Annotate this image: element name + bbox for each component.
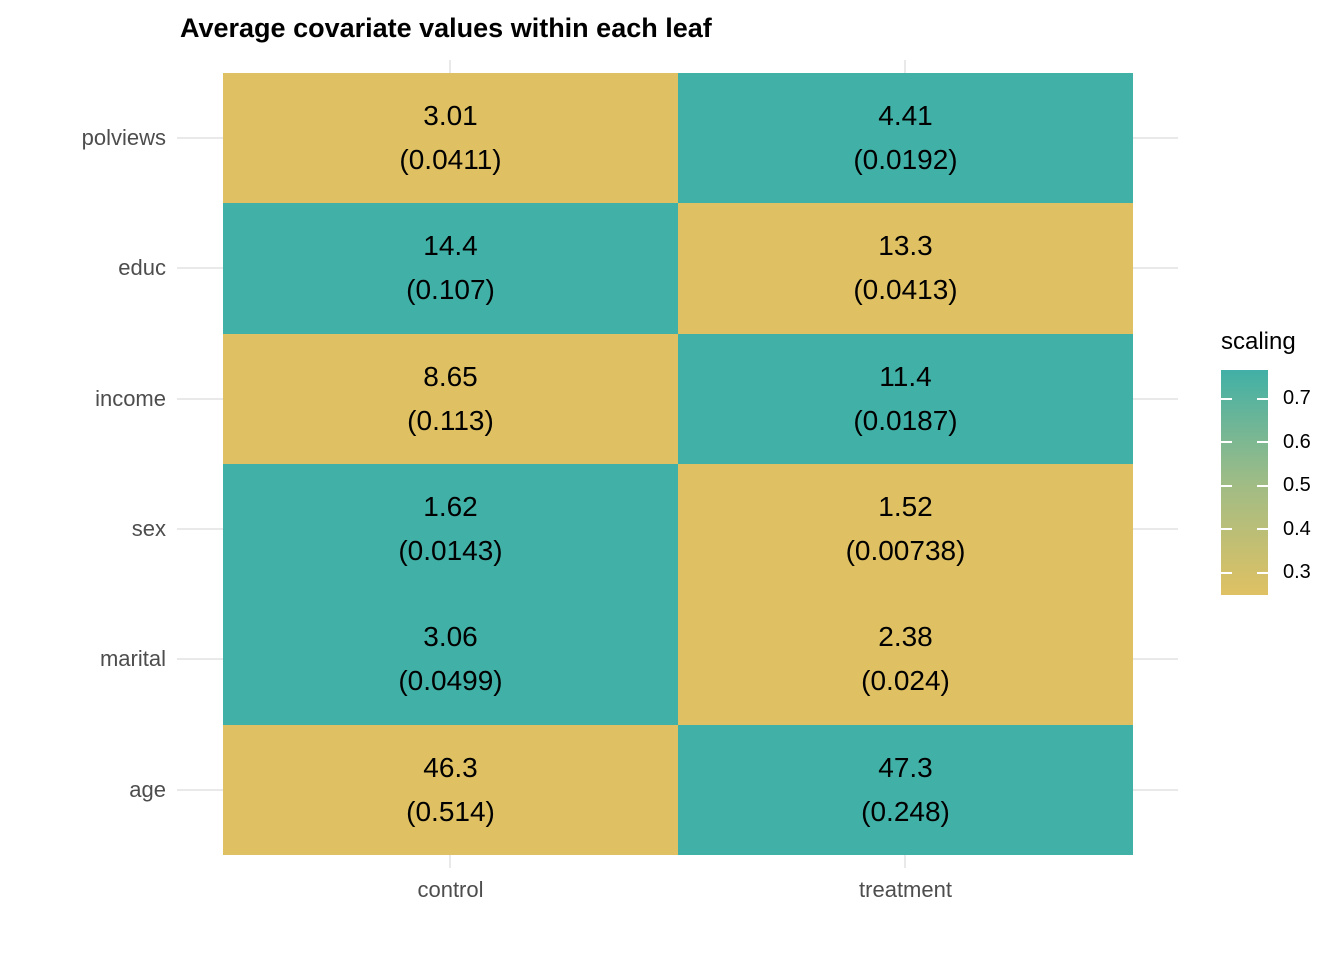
cell-educ-treatment: 13.3 (0.0413) <box>678 203 1133 334</box>
cell-se: (0.0143) <box>398 535 503 567</box>
cell-se: (0.0413) <box>853 274 958 306</box>
legend-label-04: 0.4 <box>1283 517 1311 540</box>
y-axis-labels: polviews educ income sex marital age <box>0 73 166 855</box>
gridline <box>1133 658 1178 661</box>
row-label-age: age <box>129 776 166 802</box>
cell-polviews-treatment: 4.41 (0.0192) <box>678 73 1133 204</box>
row-label-sex: sex <box>131 516 166 542</box>
cell-marital-control: 3.06 (0.0499) <box>223 594 678 725</box>
gridline <box>1133 528 1178 531</box>
legend-tick <box>1221 572 1232 574</box>
row-label-income: income <box>95 385 166 411</box>
gridline <box>177 137 223 140</box>
legend-tick <box>1257 485 1268 487</box>
cell-se: (0.024) <box>861 665 950 697</box>
gridline <box>1133 267 1178 270</box>
gridline <box>177 528 223 531</box>
col-label-control: control <box>417 877 484 902</box>
cell-se: (0.248) <box>861 795 950 827</box>
cell-income-treatment: 11.4 (0.0187) <box>678 333 1133 464</box>
cell-value: 2.38 <box>878 621 933 653</box>
legend-label-03: 0.3 <box>1283 561 1311 583</box>
legend-tick <box>1257 398 1268 400</box>
gridline-stubs-right <box>1133 73 1178 855</box>
cell-educ-control: 14.4 (0.107) <box>223 203 678 334</box>
cell-marital-treatment: 2.38 (0.024) <box>678 594 1133 725</box>
cell-value: 11.4 <box>879 360 932 392</box>
cell-value: 3.06 <box>423 621 478 653</box>
cell-sex-treatment: 1.52 (0.00738) <box>678 463 1133 595</box>
legend-tick <box>1221 485 1232 487</box>
cell-age-treatment: 47.3 (0.248) <box>678 724 1133 855</box>
row-label-educ: educ <box>118 255 166 281</box>
cell-se: (0.0499) <box>398 665 503 697</box>
cell-se: (0.0411) <box>399 144 502 176</box>
row-label-marital: marital <box>99 646 166 672</box>
gridline-top-treatment <box>904 60 906 73</box>
legend-tick <box>1221 528 1232 530</box>
cell-value: 1.52 <box>878 491 933 523</box>
cell-polviews-control: 3.01 (0.0411) <box>223 73 678 204</box>
cell-se: (0.0187) <box>853 404 958 436</box>
cell-income-control: 8.65 (0.113) <box>223 333 678 464</box>
gridline <box>1133 397 1178 400</box>
cell-value: 8.65 <box>423 360 478 392</box>
cell-value: 46.3 <box>423 751 478 783</box>
cell-value: 47.3 <box>878 751 933 783</box>
cell-sex-control: 1.62 (0.0143) <box>223 463 678 595</box>
gridline <box>177 267 223 270</box>
gridline-bottom-control <box>449 855 451 868</box>
legend-tick <box>1257 528 1268 530</box>
legend-tick <box>1257 572 1268 574</box>
cell-se: (0.107) <box>406 274 495 306</box>
cell-se: (0.00738) <box>845 535 966 567</box>
cell-se: (0.0192) <box>853 144 958 176</box>
legend-title: scaling <box>1221 328 1296 355</box>
cell-value: 3.01 <box>423 100 478 132</box>
legend-tick <box>1221 441 1232 443</box>
gridline-bottom-treatment <box>904 855 906 868</box>
legend-colorbar <box>1221 370 1268 595</box>
legend-label-05: 0.5 <box>1283 474 1311 496</box>
gridline-top-control <box>449 60 451 73</box>
cell-se: (0.514) <box>406 795 495 827</box>
legend-tick <box>1257 441 1268 443</box>
row-label-polviews: polviews <box>81 125 166 151</box>
legend-label-07: 0.7 <box>1283 387 1311 409</box>
cell-age-control: 46.3 (0.514) <box>223 724 678 855</box>
heatmap-tiles: 3.01 (0.0411) 4.41 (0.0192) 14.4 (0.107)… <box>223 73 1133 855</box>
gridline <box>177 788 223 791</box>
col-label-treatment: treatment <box>859 877 952 902</box>
chart-title: Average covariate values within each lea… <box>180 13 712 43</box>
gridline <box>177 658 223 661</box>
cell-value: 1.62 <box>423 491 478 523</box>
gridline <box>1133 788 1178 791</box>
gridline <box>177 397 223 400</box>
cell-value: 14.4 <box>423 230 478 262</box>
cell-value: 13.3 <box>878 230 933 262</box>
gridline-stubs-left <box>177 73 223 855</box>
cell-se: (0.113) <box>407 404 494 436</box>
gridline <box>1133 137 1178 140</box>
legend-tick <box>1221 398 1232 400</box>
cell-value: 4.41 <box>878 100 933 132</box>
legend-label-06: 0.6 <box>1283 430 1311 453</box>
